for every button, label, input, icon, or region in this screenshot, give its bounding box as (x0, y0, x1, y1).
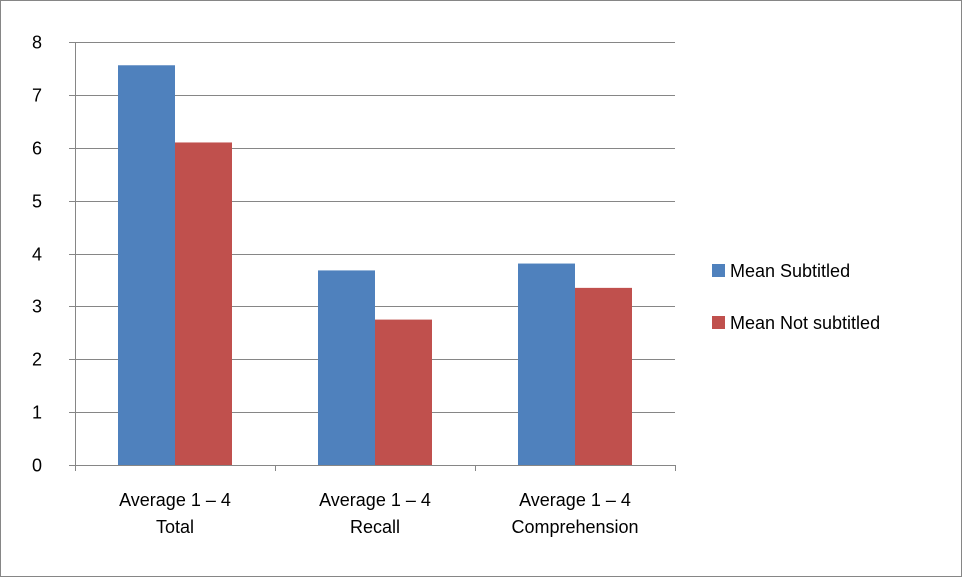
bar (375, 319, 432, 465)
y-tick-label: 0 (32, 456, 42, 476)
bar (318, 270, 375, 465)
y-tick-label: 6 (32, 139, 42, 159)
bar (575, 287, 632, 465)
legend-swatch (712, 264, 725, 277)
y-tick-label: 2 (32, 350, 42, 370)
legend-swatch (712, 316, 725, 329)
y-tick-label: 4 (32, 245, 42, 265)
y-tick-labels: 0 1 2 3 4 5 6 7 8 (32, 33, 42, 476)
x-tick-label: Recall (350, 517, 400, 537)
y-tick-label: 7 (32, 86, 42, 106)
y-tick-label: 1 (32, 403, 42, 423)
legend-label: Mean Subtitled (730, 261, 850, 281)
bar (518, 263, 575, 465)
y-tick-label: 8 (32, 33, 42, 53)
bars (118, 65, 632, 465)
x-tick-label: Average 1 – 4 (119, 490, 231, 510)
bar (118, 65, 175, 465)
x-tick-labels: Average 1 – 4 Total Average 1 – 4 Recall Ave… (119, 490, 638, 537)
x-tick-label: Comprehension (511, 517, 638, 537)
y-tick-label: 5 (32, 192, 42, 212)
legend-label: Mean Not subtitled (730, 313, 880, 333)
legend: Mean Subtitled Mean Not subtitled (712, 261, 880, 333)
x-tick-label: Average 1 – 4 (319, 490, 431, 510)
x-tick-label: Average 1 – 4 (519, 490, 631, 510)
x-tick-label: Total (156, 517, 194, 537)
y-tick-label: 3 (32, 297, 42, 317)
bar (175, 142, 232, 465)
axes (69, 42, 676, 471)
